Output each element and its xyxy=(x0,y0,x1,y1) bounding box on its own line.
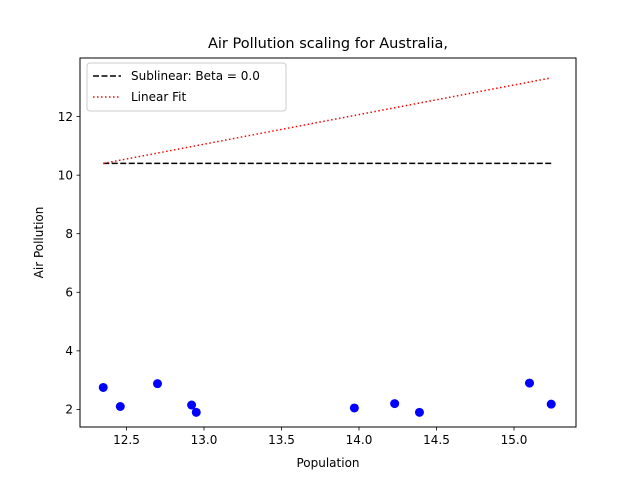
x-tick-label-3: 14.0 xyxy=(346,433,373,447)
data-point-6 xyxy=(390,399,400,409)
plot-area xyxy=(80,58,576,427)
legend: Sublinear: Beta = 0.0 Linear Fit xyxy=(86,62,287,112)
y-tick-label-4: 10 xyxy=(58,168,73,182)
data-point-1 xyxy=(115,402,125,411)
x-axis-ticks: 12.5 13.0 13.5 14.0 14.5 15.0 xyxy=(113,427,527,447)
x-tick-label-5: 15.0 xyxy=(501,433,528,447)
x-tick-label-2: 13.5 xyxy=(268,433,295,447)
x-axis-label: Population xyxy=(296,456,359,470)
data-point-7 xyxy=(414,407,424,417)
data-point-2 xyxy=(153,379,162,389)
data-point-0 xyxy=(98,382,108,392)
y-tick-label-2: 6 xyxy=(65,286,73,300)
chart-title: Air Pollution scaling for Australia, xyxy=(208,36,448,52)
y-tick-label-5: 12 xyxy=(58,110,73,124)
plot-frame xyxy=(79,57,577,428)
series-line-1 xyxy=(103,77,552,165)
legend-label-linear-fit: Linear Fit xyxy=(131,90,186,104)
x-tick-label-0: 12.5 xyxy=(113,433,140,447)
y-tick-label-3: 8 xyxy=(65,227,73,241)
points-layer xyxy=(98,378,556,417)
data-point-5 xyxy=(349,403,359,413)
series-layer xyxy=(103,77,552,165)
y-tick-label-0: 2 xyxy=(65,403,73,417)
data-point-4 xyxy=(191,407,201,417)
y-tick-label-1: 4 xyxy=(65,344,73,358)
legend-box xyxy=(86,62,287,112)
data-point-3 xyxy=(187,400,197,410)
legend-label-sublinear: Sublinear: Beta = 0.0 xyxy=(131,69,260,83)
data-point-8 xyxy=(525,378,534,388)
y-axis-label: Air Pollution xyxy=(32,207,46,279)
x-tick-label-4: 14.5 xyxy=(423,433,450,447)
data-point-9 xyxy=(546,399,556,409)
y-axis-ticks: 2 4 6 8 10 12 xyxy=(58,110,80,417)
x-tick-label-1: 13.0 xyxy=(191,433,218,447)
